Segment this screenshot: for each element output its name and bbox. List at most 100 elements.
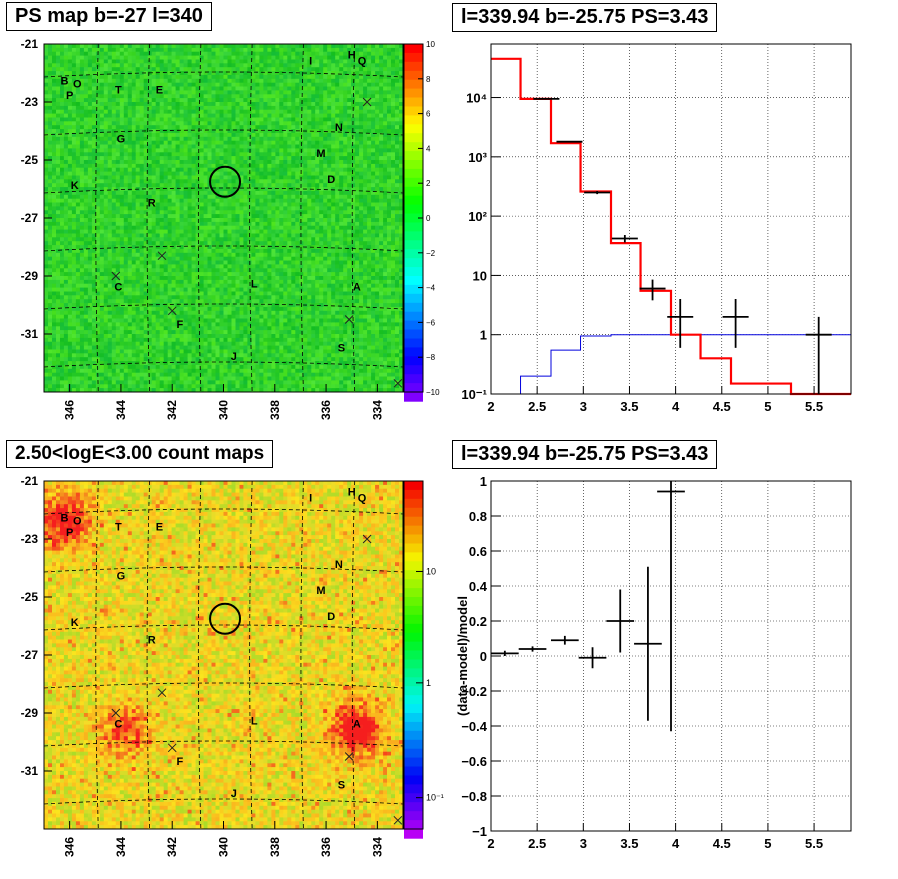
- x-tick-label: 338: [268, 400, 282, 420]
- x-tick-label: 3.5: [620, 836, 638, 851]
- y-tick-label: -25: [21, 590, 39, 604]
- source-label: T: [115, 84, 122, 96]
- y-tick-label: 10⁴: [466, 91, 487, 106]
- y-tick-label: 0.2: [469, 614, 487, 629]
- y-tick-label: −1: [472, 824, 487, 839]
- colorbar-tick-label: 8: [426, 75, 431, 84]
- y-tick-label: 10⁻¹: [461, 387, 487, 402]
- colorbar-tick-label: 6: [426, 110, 431, 119]
- x-tick-label: 2.5: [528, 399, 546, 414]
- source-label: R: [148, 197, 156, 209]
- source-label: P: [66, 527, 73, 539]
- source-label: I: [309, 55, 312, 67]
- y-tick-label: -25: [21, 153, 39, 167]
- x-tick-label: 2: [487, 399, 494, 414]
- count-map-title: 2.50<logE<3.00 count maps: [6, 440, 273, 468]
- source-label: A: [353, 719, 361, 731]
- x-tick-label: 344: [114, 400, 128, 420]
- x-tick-label: 342: [165, 837, 179, 857]
- colorbar-tick-label: 4: [426, 144, 431, 153]
- source-label: J: [231, 788, 237, 800]
- x-tick-label: 2.5: [528, 836, 546, 851]
- count-map-pixels: [44, 481, 404, 830]
- source-label: O: [73, 516, 82, 528]
- source-label: B: [61, 76, 69, 88]
- residual-title: l=339.94 b=-25.75 PS=3.43: [452, 440, 717, 469]
- x-tick-label: 338: [268, 837, 282, 857]
- y-tick-label: -31: [21, 764, 39, 778]
- y-tick-label: -21: [21, 474, 39, 488]
- x-tick-label: 5: [764, 836, 771, 851]
- y-tick-label: 1: [480, 474, 487, 489]
- total-model-line: [491, 59, 851, 394]
- colorbar-tick-label: 0: [426, 214, 431, 223]
- source-label: G: [117, 134, 126, 146]
- colorbar-tick-label: −4: [426, 284, 436, 293]
- y-tick-label: 10³: [468, 150, 487, 165]
- x-tick-label: 334: [370, 837, 384, 857]
- ps-map-pixels: [44, 44, 404, 393]
- x-tick-label: 4.5: [713, 836, 731, 851]
- source-label: L: [251, 716, 258, 728]
- source-label: H: [348, 50, 356, 62]
- y-tick-label: 0.8: [469, 509, 487, 524]
- x-tick-label: 334: [370, 400, 384, 420]
- spectrum-frame: [491, 44, 851, 394]
- source-label: A: [353, 282, 361, 294]
- ps-map-title: PS map b=-27 l=340: [6, 2, 212, 31]
- source-label: F: [177, 319, 184, 331]
- source-label: N: [335, 559, 343, 571]
- source-label: M: [316, 148, 325, 160]
- colorbar-tick-label: 1: [426, 678, 431, 688]
- source-label: L: [251, 279, 258, 291]
- source-label: B: [61, 513, 69, 525]
- x-tick-label: 3: [580, 399, 587, 414]
- source-label: M: [316, 585, 325, 597]
- y-tick-label: -23: [21, 532, 39, 546]
- source-label: Q: [358, 492, 367, 504]
- y-tick-label: -31: [21, 327, 39, 341]
- colorbar-tick-label: 2: [426, 179, 431, 188]
- source-label: F: [177, 756, 184, 768]
- source-label: E: [156, 521, 163, 533]
- x-tick-label: 342: [165, 400, 179, 420]
- source-label: Q: [358, 55, 367, 67]
- count-colorbar: 10 1 10⁻¹: [404, 481, 444, 839]
- x-tick-label: 346: [63, 400, 77, 420]
- x-tick-label: 4: [672, 836, 680, 851]
- x-tick-label: 336: [319, 837, 333, 857]
- colorbar-tick-label: −2: [426, 249, 436, 258]
- source-label: K: [71, 617, 79, 629]
- colorbar-tick-label: 10⁻¹: [426, 793, 444, 803]
- spectrum-title: l=339.94 b=-25.75 PS=3.43: [452, 3, 717, 32]
- y-tick-label: -27: [21, 648, 39, 662]
- y-tick-label: 0: [480, 649, 487, 664]
- background-model-line: [521, 335, 851, 394]
- x-tick-label: 344: [114, 837, 128, 857]
- x-tick-label: 5.5: [805, 836, 823, 851]
- colorbar-tick-label: 10: [426, 566, 436, 576]
- source-label: R: [148, 634, 156, 646]
- y-tick-label: 10: [473, 268, 487, 283]
- y-tick-label: −0.6: [461, 754, 487, 769]
- source-label: P: [66, 90, 73, 102]
- source-label: H: [348, 487, 356, 499]
- x-tick-label: 3.5: [620, 399, 638, 414]
- source-label: N: [335, 122, 343, 134]
- x-tick-label: 3: [580, 836, 587, 851]
- x-tick-label: 4: [672, 399, 680, 414]
- x-tick-label: 2: [487, 836, 494, 851]
- y-tick-label: 1: [480, 328, 487, 343]
- colorbar-tick-label: 10: [426, 40, 435, 49]
- y-tick-label: -21: [21, 37, 39, 51]
- source-label: E: [156, 84, 163, 96]
- x-tick-label: 5.5: [805, 399, 823, 414]
- colorbar-tick-label: −10: [426, 388, 440, 397]
